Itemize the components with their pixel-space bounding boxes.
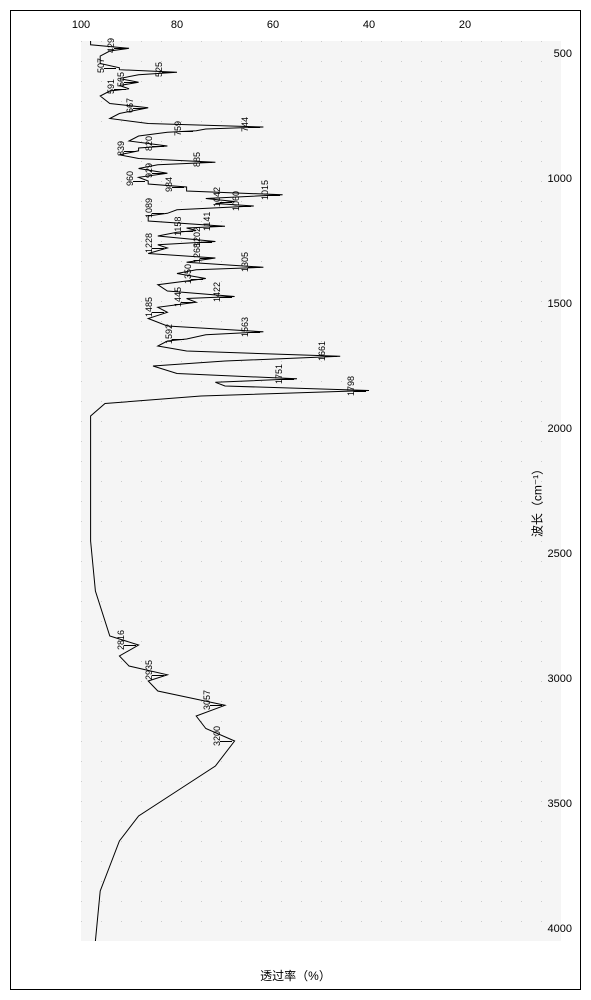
peak-label: 1422 xyxy=(212,281,222,301)
ytick-label: 2500 xyxy=(548,548,572,560)
peak-label: 984 xyxy=(164,177,174,192)
peak-label: 2816 xyxy=(116,630,126,650)
peak-label: 1563 xyxy=(240,317,250,337)
peak-label: 1798 xyxy=(346,375,356,395)
peak-label: 885 xyxy=(192,152,202,167)
peak-label: 820 xyxy=(144,136,154,151)
peak-label: 1445 xyxy=(173,287,183,307)
ir-spectrum-chart: 429507 525 565591 667 744 759 820 839 885 929 960 9… xyxy=(10,10,581,990)
ytick-label: 1000 xyxy=(548,173,572,185)
peak-label: 1042 xyxy=(212,186,222,206)
peak-label: 1485 xyxy=(144,297,154,317)
peak-label: 591 xyxy=(106,79,116,94)
peak-tick xyxy=(200,242,212,243)
peak-label: 3200 xyxy=(212,726,222,746)
peak-tick xyxy=(152,213,164,214)
ytick-label: 2000 xyxy=(548,423,572,435)
peak-label: 1592 xyxy=(164,324,174,344)
peak-tick xyxy=(248,267,260,268)
peak-tick xyxy=(152,173,164,174)
peak-label: 839 xyxy=(116,141,126,156)
peak-label: 1661 xyxy=(317,341,327,361)
xtick-label: 60 xyxy=(267,19,279,31)
peak-label: 759 xyxy=(173,121,183,136)
peak-tick xyxy=(200,258,212,259)
peak-tick xyxy=(248,332,260,333)
peak-label: 1089 xyxy=(144,198,154,218)
peak-tick xyxy=(152,146,164,147)
peak-label: 667 xyxy=(125,98,135,113)
peak-label: 1305 xyxy=(240,252,250,272)
peak-tick xyxy=(104,68,116,69)
ytick-label: 500 xyxy=(554,48,572,60)
peak-label: 507 xyxy=(96,58,106,73)
peak-label: 1141 xyxy=(202,212,212,231)
x-axis-label: 透过率（%） xyxy=(260,967,331,984)
peak-label: 3057 xyxy=(202,690,212,710)
xtick-label: 20 xyxy=(459,19,471,31)
ytick-label: 1500 xyxy=(548,298,572,310)
peak-label: 2935 xyxy=(144,660,154,680)
xtick-label: 100 xyxy=(72,19,90,31)
peak-label: 929 xyxy=(144,163,154,178)
peak-label: 960 xyxy=(125,171,135,186)
peak-tick xyxy=(152,675,164,676)
y-axis-label: 波长（cm⁻¹） xyxy=(528,463,545,537)
peak-label: 1268 xyxy=(192,243,202,263)
peak-label: 525 xyxy=(154,62,164,77)
xtick-label: 40 xyxy=(363,19,375,31)
peak-label: 1158 xyxy=(173,216,183,235)
ytick-label: 3000 xyxy=(548,673,572,685)
ytick-label: 3500 xyxy=(548,798,572,810)
ytick-label: 4000 xyxy=(548,923,572,935)
peak-label: 429 xyxy=(106,38,116,53)
peak-label: 565 xyxy=(116,72,126,87)
peak-tick xyxy=(152,312,164,313)
peak-tick xyxy=(200,162,212,163)
peak-label: 744 xyxy=(240,117,250,132)
peak-label: 1060 xyxy=(231,191,241,211)
xtick-label: 80 xyxy=(171,19,183,31)
peak-label: 1228 xyxy=(144,233,154,253)
peak-tick xyxy=(152,248,164,249)
plot-area: 429507 525 565591 667 744 759 820 839 885 929 960 9… xyxy=(81,41,561,941)
peak-label: 1015 xyxy=(260,180,270,200)
peak-tick xyxy=(248,127,260,128)
peak-label: 1751 xyxy=(274,364,284,384)
peak-label: 1350 xyxy=(183,263,193,283)
